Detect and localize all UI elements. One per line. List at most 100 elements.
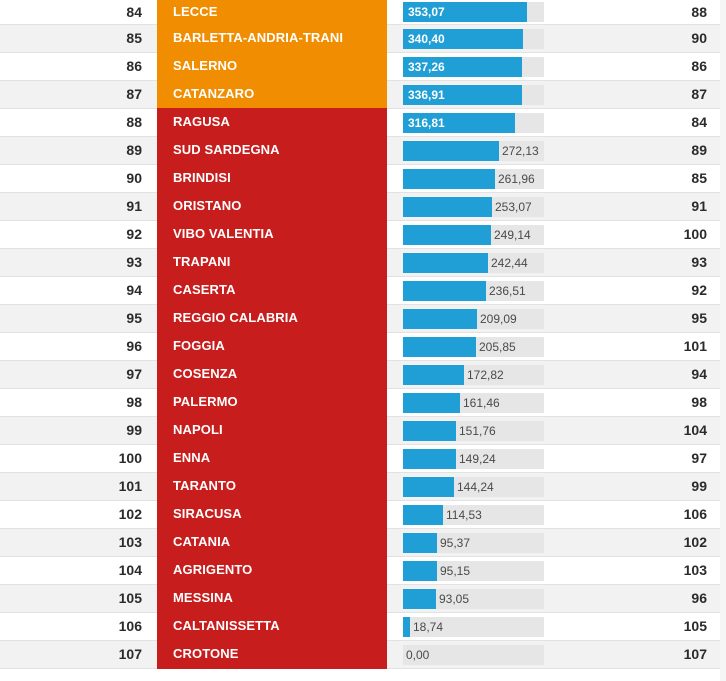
bar-label: 205,85 (479, 340, 516, 354)
bar-label: 209,09 (480, 312, 517, 326)
table-row: 95 REGGIO CALABRIA 209,09 95 (0, 304, 726, 333)
bar-label: 149,24 (459, 452, 496, 466)
bar (403, 253, 488, 273)
bar (403, 57, 522, 77)
province-name: CATANIA (157, 528, 387, 557)
previous-rank-cell: 84 (691, 114, 707, 130)
rank-cell: 106 (118, 618, 142, 634)
previous-rank-cell: 85 (691, 170, 707, 186)
bar-label: 353,07 (408, 5, 445, 19)
bar-track: 172,82 (403, 365, 544, 385)
bar-label: 114,53 (446, 508, 482, 522)
province-name: LECCE (157, 0, 387, 25)
previous-rank-cell: 102 (683, 534, 707, 550)
bar-label: 337,26 (408, 60, 445, 74)
rank-cell: 97 (126, 366, 142, 382)
province-name: TARANTO (157, 472, 387, 501)
province-name: COSENZA (157, 360, 387, 389)
table-row: 99 NAPOLI 151,76 104 (0, 416, 726, 445)
province-name: SUD SARDEGNA (157, 136, 387, 165)
bar-track: 236,51 (403, 281, 544, 301)
previous-rank-cell: 93 (691, 254, 707, 270)
bar-label: 253,07 (495, 200, 532, 214)
scrollbar[interactable] (720, 0, 726, 681)
table-row: 106 CALTANISSETTA 18,74 105 (0, 612, 726, 641)
rank-cell: 99 (126, 422, 142, 438)
bar-label: 18,74 (413, 620, 444, 634)
bar-label: 95,37 (440, 536, 471, 550)
province-name: BARLETTA-ANDRIA-TRANI (157, 24, 387, 53)
bar (403, 197, 492, 217)
bar-label: 340,40 (408, 32, 445, 46)
rank-cell: 89 (126, 142, 142, 158)
bar-label: 0,00 (406, 648, 430, 662)
bar-track: 337,26 (403, 57, 544, 77)
rank-cell: 86 (126, 58, 142, 74)
bar-track: 242,44 (403, 253, 544, 273)
rank-cell: 107 (118, 646, 142, 662)
bar-track: 93,05 (403, 589, 544, 609)
rank-cell: 91 (126, 198, 142, 214)
previous-rank-cell: 97 (691, 450, 707, 466)
bar-track: 261,96 (403, 169, 544, 189)
province-name: NAPOLI (157, 416, 387, 445)
bar (403, 561, 437, 581)
bar-track: 205,85 (403, 337, 544, 357)
province-name: AGRIGENTO (157, 556, 387, 585)
bar (403, 449, 456, 469)
rank-cell: 103 (118, 534, 142, 550)
table-row: 100 ENNA 149,24 97 (0, 444, 726, 473)
province-name: CROTONE (157, 640, 387, 669)
province-name: TRAPANI (157, 248, 387, 277)
province-name: REGGIO CALABRIA (157, 304, 387, 333)
previous-rank-cell: 105 (683, 618, 707, 634)
previous-rank-cell: 100 (683, 226, 707, 242)
rank-cell: 84 (126, 4, 142, 20)
table-row: 102 SIRACUSA 114,53 106 (0, 500, 726, 529)
bar-label: 161,46 (463, 396, 500, 410)
bar (403, 113, 515, 133)
previous-rank-cell: 104 (683, 422, 707, 438)
bar (403, 617, 410, 637)
rank-cell: 100 (118, 450, 142, 466)
previous-rank-cell: 106 (683, 506, 707, 522)
previous-rank-cell: 107 (683, 646, 707, 662)
rank-cell: 88 (126, 114, 142, 130)
bar-track: 209,09 (403, 309, 544, 329)
bar (403, 281, 486, 301)
bar-track: 149,24 (403, 449, 544, 469)
rank-cell: 105 (118, 590, 142, 606)
previous-rank-cell: 89 (691, 142, 707, 158)
bar-label: 242,44 (491, 256, 528, 270)
province-name: PALERMO (157, 388, 387, 417)
rank-cell: 85 (126, 30, 142, 46)
previous-rank-cell: 101 (683, 338, 707, 354)
bar-track: 253,07 (403, 197, 544, 217)
bar (403, 141, 499, 161)
table-row: 107 CROTONE 0,00 107 (0, 640, 726, 669)
bar (403, 421, 456, 441)
bar (403, 309, 477, 329)
bar-track: 144,24 (403, 477, 544, 497)
rank-cell: 87 (126, 86, 142, 102)
rank-cell: 102 (118, 506, 142, 522)
table-row: 98 PALERMO 161,46 98 (0, 388, 726, 417)
bar-label: 95,15 (440, 564, 471, 578)
previous-rank-cell: 86 (691, 58, 707, 74)
rank-cell: 93 (126, 254, 142, 270)
table-row: 104 AGRIGENTO 95,15 103 (0, 556, 726, 585)
table-row: 105 MESSINA 93,05 96 (0, 584, 726, 613)
bar-label: 93,05 (439, 592, 470, 606)
rank-cell: 101 (118, 478, 142, 494)
bar-label: 316,81 (408, 116, 445, 130)
province-name: MESSINA (157, 584, 387, 613)
bar-label: 144,24 (457, 480, 494, 494)
previous-rank-cell: 99 (691, 478, 707, 494)
table-row: 84 LECCE 353,07 88 (0, 0, 726, 25)
rank-cell: 96 (126, 338, 142, 354)
province-name: VIBO VALENTIA (157, 220, 387, 249)
province-name: BRINDISI (157, 164, 387, 193)
bar (403, 2, 527, 22)
bar-label: 236,51 (489, 284, 526, 298)
